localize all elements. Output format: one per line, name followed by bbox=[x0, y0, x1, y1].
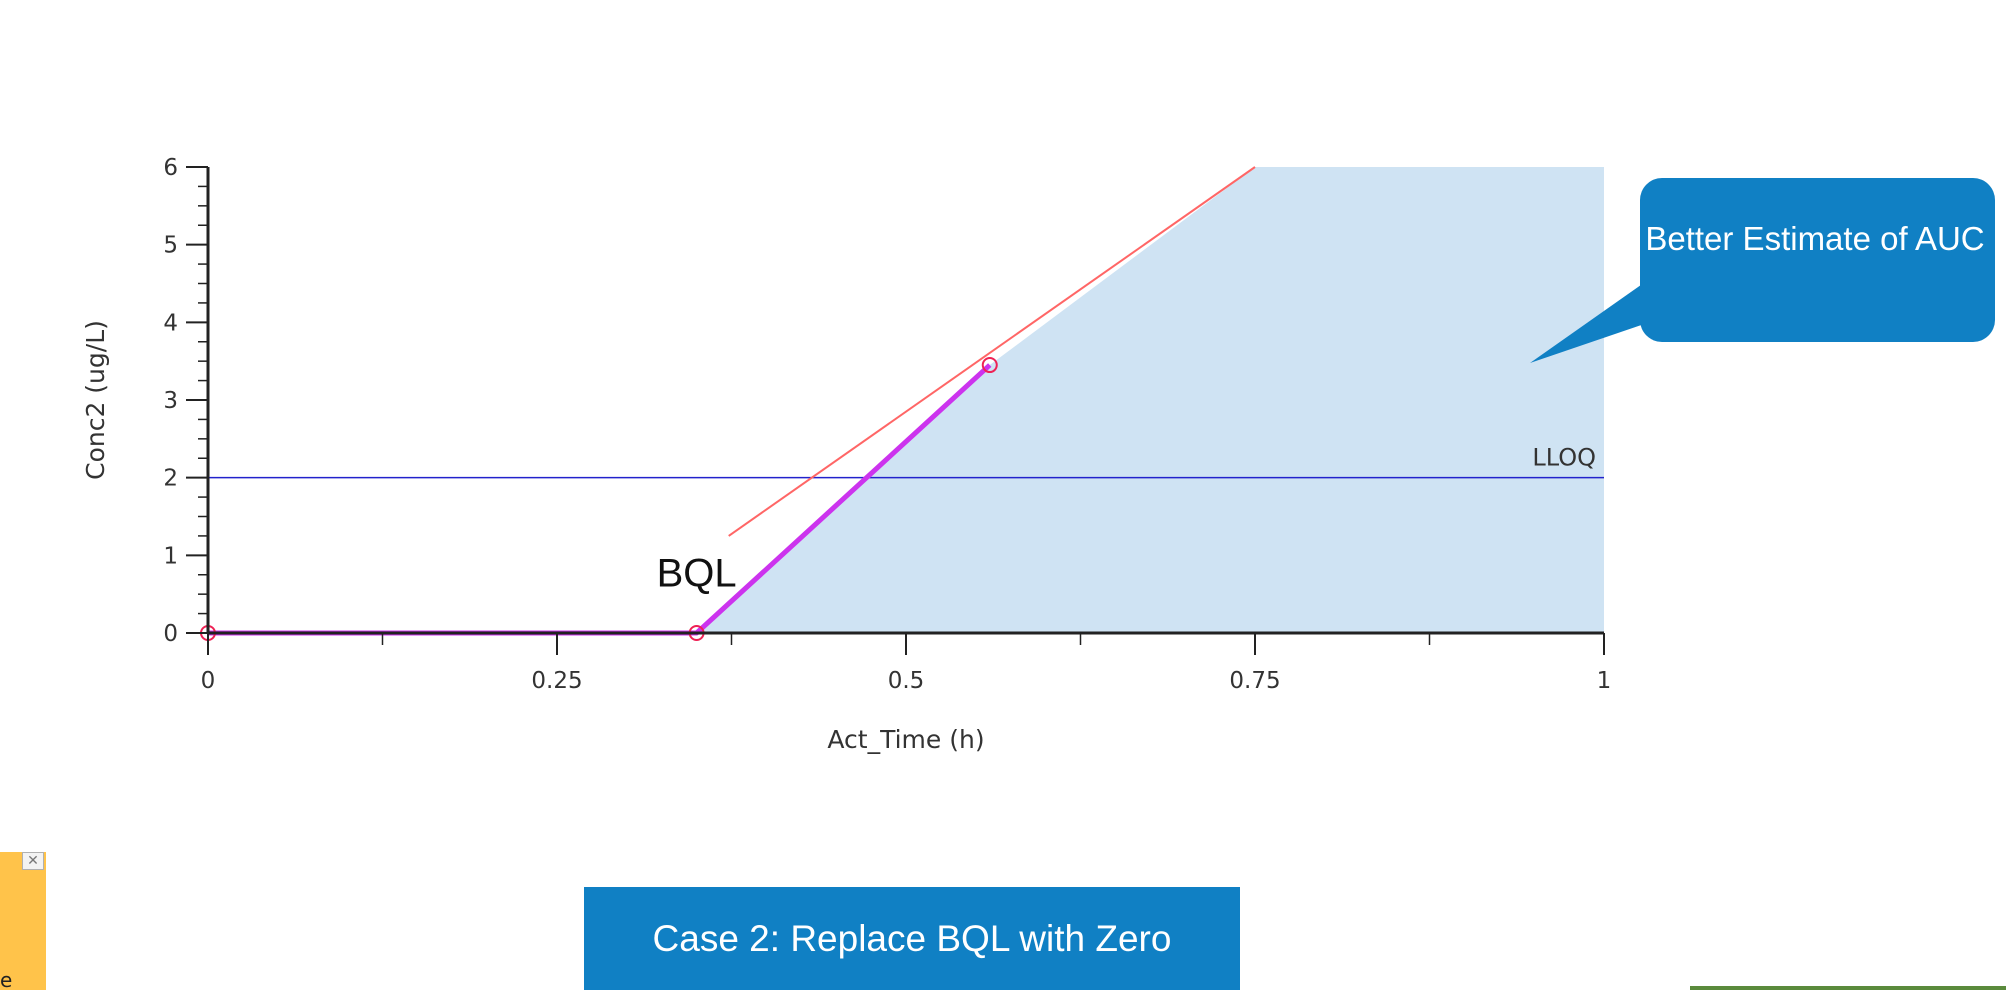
y-tick-label: 2 bbox=[163, 466, 178, 492]
x-tick-label: 0.75 bbox=[1229, 668, 1280, 694]
callout-pointer bbox=[1530, 280, 1656, 363]
bql-annotation: BQL bbox=[657, 551, 737, 595]
llog-label: LLOQ bbox=[1532, 444, 1596, 472]
data-point-3 bbox=[981, 357, 998, 374]
auc-area bbox=[696, 167, 1604, 633]
x-tick-label: 0 bbox=[201, 668, 216, 694]
x-tick-label: 0.25 bbox=[531, 668, 582, 694]
label-group: Act_Time (h) Conc2 (ug/L) BQL bbox=[81, 320, 985, 754]
callout-box bbox=[1640, 178, 1995, 342]
y-tick-label: 0 bbox=[163, 621, 178, 647]
series-line-2 bbox=[728, 166, 1256, 537]
axes-group: 0 1 2 3 4 5 6 0 0.25 0.5 0.75 1 bbox=[163, 155, 1611, 694]
callout-text: Better Estimate of AUC bbox=[1645, 220, 1985, 257]
y-tick-label: 1 bbox=[163, 543, 178, 569]
llog-reference-line-group: LLOQ bbox=[208, 444, 1604, 479]
y-axis-title: Conc2 (ug/L) bbox=[81, 320, 110, 480]
corner-strip bbox=[1690, 986, 2006, 990]
close-icon[interactable]: ✕ bbox=[22, 852, 44, 870]
y-tick-label: 6 bbox=[163, 155, 178, 181]
x-tick-label: 0.5 bbox=[888, 668, 925, 694]
x-axis-title: Act_Time (h) bbox=[827, 725, 984, 754]
x-tick-label: 1 bbox=[1597, 668, 1612, 694]
y-tick-label: 5 bbox=[163, 233, 178, 259]
y-tick-label: 3 bbox=[163, 388, 178, 414]
callout-group bbox=[1530, 178, 1995, 363]
case-banner: Case 2: Replace BQL with Zero bbox=[584, 887, 1240, 990]
auc-shaded-region bbox=[696, 167, 1604, 633]
y-tick-label: 4 bbox=[163, 310, 178, 336]
notice-text: e bbox=[0, 968, 13, 992]
notice-panel bbox=[0, 852, 46, 990]
